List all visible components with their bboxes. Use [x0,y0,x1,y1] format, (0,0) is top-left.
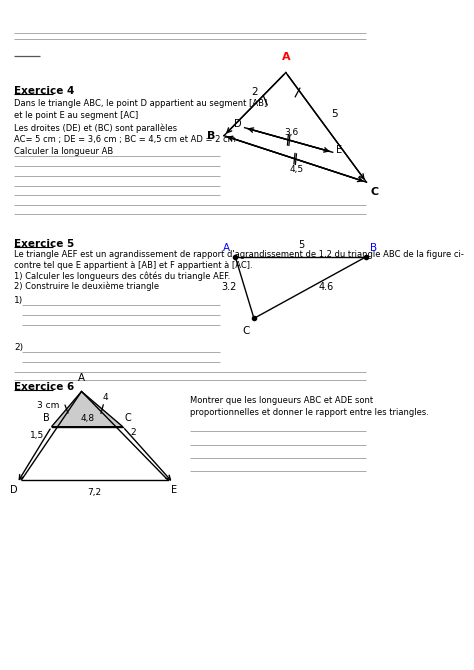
Text: 1): 1) [14,296,23,306]
Text: 4.6: 4.6 [319,283,334,293]
Text: E: E [336,145,342,155]
Text: Dans le triangle ABC, le point D appartient au segment [AB]: Dans le triangle ABC, le point D apparti… [14,99,267,108]
Text: Calculer la longueur AB: Calculer la longueur AB [14,147,113,156]
Text: AC= 5 cm ; DE = 3,6 cm ; BC = 4,5 cm et AD = 2 cm: AC= 5 cm ; DE = 3,6 cm ; BC = 4,5 cm et … [14,135,236,144]
Text: 3,6: 3,6 [284,128,299,137]
Text: A: A [222,243,229,253]
Text: 4,5: 4,5 [290,165,304,174]
Text: 1) Calculer les longueurs des côtés du triangle AEF.: 1) Calculer les longueurs des côtés du t… [14,271,230,281]
Text: 3 cm: 3 cm [36,401,59,410]
Text: contre tel que E appartient à [AB] et F appartient à [AC].: contre tel que E appartient à [AB] et F … [14,261,253,269]
Text: Exercice 4: Exercice 4 [14,86,74,96]
Text: 4: 4 [103,393,109,403]
Text: 4,8: 4,8 [80,414,94,423]
Text: 5: 5 [331,109,337,119]
Text: A: A [282,52,290,62]
Text: E: E [172,485,178,495]
Text: Montrer que les longueurs ABC et ADE sont: Montrer que les longueurs ABC et ADE son… [190,396,374,405]
Text: B: B [207,131,216,141]
Text: 1,5: 1,5 [30,431,44,440]
Text: et le point E au segment [AC]: et le point E au segment [AC] [14,111,138,120]
Text: 7,2: 7,2 [88,488,102,497]
Text: B: B [43,413,50,423]
Text: B: B [370,243,377,253]
Text: Le triangle AEF est un agrandissement de rapport d'agrandissement de 1,2 du tria: Le triangle AEF est un agrandissement de… [14,250,464,259]
Text: 3.2: 3.2 [222,283,237,293]
Text: D: D [234,119,242,129]
Text: Les droites (DE) et (BC) sont parallèles: Les droites (DE) et (BC) sont parallèles [14,123,177,133]
Text: proportionnelles et donner le rapport entre les triangles.: proportionnelles et donner le rapport en… [190,408,429,417]
Text: A: A [78,373,85,383]
Text: 2: 2 [130,428,136,437]
Text: C: C [125,413,131,423]
Text: 2): 2) [14,343,23,352]
Text: Exercice 5: Exercice 5 [14,239,74,249]
Text: C: C [243,326,250,336]
Text: Exercice 6: Exercice 6 [14,381,74,391]
Text: 2: 2 [251,87,258,96]
Text: 2) Construire le deuxième triangle: 2) Construire le deuxième triangle [14,282,159,291]
Text: D: D [10,485,18,495]
Polygon shape [52,391,123,427]
Text: C: C [370,188,378,198]
Text: 5: 5 [298,240,304,250]
